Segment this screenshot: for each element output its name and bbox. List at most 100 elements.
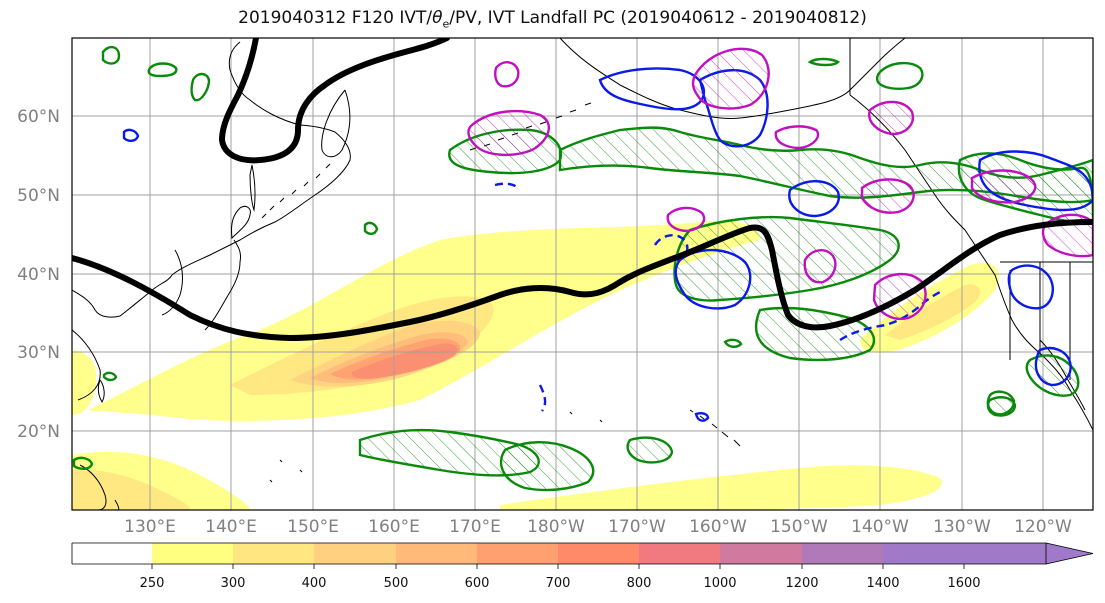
lat-label-60n: 60°N bbox=[17, 107, 60, 127]
lon-label-120w: 120°W bbox=[1014, 517, 1072, 537]
cb-label-250: 250 bbox=[140, 576, 165, 591]
blue-dashed-4 bbox=[494, 182, 518, 189]
lon-label-170w: 170°W bbox=[608, 517, 666, 537]
plot-title: 2019040312 F120 IVT/θe/PV, IVT Landfall … bbox=[0, 8, 1105, 30]
title-prefix: 2019040312 F120 IVT/ bbox=[238, 8, 433, 28]
coast-taiwan bbox=[97, 378, 105, 404]
magenta-blob-4 bbox=[803, 249, 837, 284]
green-blob-2 bbox=[147, 62, 178, 78]
magenta-small-contours bbox=[494, 61, 837, 284]
green-blob-10 bbox=[875, 61, 924, 90]
lon-label-180w: 180°W bbox=[527, 517, 585, 537]
pv-contour-main bbox=[72, 219, 1093, 341]
cb-label-300: 300 bbox=[221, 576, 246, 591]
colorbar-segment-5 bbox=[477, 543, 558, 564]
theta-subscript: e bbox=[442, 17, 450, 31]
green-region-tropics-mid bbox=[499, 441, 595, 492]
blue-region-gulf bbox=[674, 248, 752, 310]
colorbar-segment-8 bbox=[720, 543, 802, 564]
ivt-southeast-band bbox=[500, 465, 942, 510]
lon-label-150e: 150°E bbox=[287, 517, 339, 537]
green-blob-5 bbox=[807, 57, 841, 67]
magenta-blob-2 bbox=[666, 206, 706, 233]
lon-label-160e: 160°E bbox=[368, 517, 420, 537]
blue-contours bbox=[122, 67, 1093, 422]
coast-china-south bbox=[72, 329, 101, 401]
green-blob-9 bbox=[723, 338, 743, 348]
coast-asia-mainland bbox=[72, 41, 351, 318]
colorbar-segment-6 bbox=[558, 543, 639, 564]
ivt-west-edge bbox=[72, 350, 97, 415]
colorbar-segment-0 bbox=[72, 543, 152, 564]
blue-region-canada bbox=[788, 180, 840, 218]
blue-region-california bbox=[1034, 346, 1072, 387]
green-blob-4 bbox=[363, 221, 379, 235]
cb-label-600: 600 bbox=[465, 576, 490, 591]
coast-japan-hokkaido bbox=[231, 205, 251, 240]
cb-label-400: 400 bbox=[302, 576, 327, 591]
blue-blob-kamchatka bbox=[122, 128, 140, 142]
cb-label-1400: 1400 bbox=[866, 576, 899, 591]
lon-label-160w: 160°W bbox=[689, 517, 747, 537]
coast-kamchatka bbox=[321, 89, 351, 158]
ivt-south-300 bbox=[72, 469, 190, 510]
cb-label-700: 700 bbox=[546, 576, 571, 591]
blue-blob-tropics bbox=[694, 412, 710, 422]
colorbar: 250 300 400 500 600 700 800 1000 1200 14… bbox=[71, 542, 1094, 591]
lon-label-140e: 140°E bbox=[205, 517, 257, 537]
coast-kuril-islands bbox=[261, 163, 331, 219]
cb-label-1600: 1600 bbox=[947, 576, 980, 591]
cb-label-1200: 1200 bbox=[785, 576, 818, 591]
magenta-region-gulf-north bbox=[860, 178, 915, 214]
colorbar-segment-4 bbox=[396, 543, 477, 564]
colorbar-segment-11 bbox=[964, 543, 1046, 564]
cb-label-800: 800 bbox=[627, 576, 652, 591]
ivt-west-coast-300 bbox=[885, 284, 981, 340]
magenta-blob-3 bbox=[774, 125, 820, 150]
graticule bbox=[72, 38, 1093, 510]
coast-japan-honshu bbox=[204, 239, 241, 331]
coast-sakhalin bbox=[249, 164, 256, 212]
colorbar-segment-7 bbox=[639, 543, 720, 564]
coast-alaska bbox=[559, 38, 906, 119]
magenta-blob-1 bbox=[494, 61, 520, 88]
lat-label-50n: 50°N bbox=[17, 186, 60, 206]
blue-dashed-3 bbox=[538, 384, 547, 412]
lat-label-20n: 20°N bbox=[17, 422, 60, 442]
blue-region-alaska bbox=[598, 67, 706, 111]
colorbar-frame bbox=[71, 542, 1046, 565]
pv-contours bbox=[72, 38, 1093, 341]
title-suffix: /PV, IVT Landfall PC (2019040612 - 20190… bbox=[449, 8, 867, 28]
theta-symbol: θ bbox=[432, 8, 443, 28]
colorbar-segment-10 bbox=[883, 543, 964, 564]
lat-label-30n: 30°N bbox=[17, 343, 60, 363]
magenta-region-bering bbox=[467, 109, 551, 157]
lon-label-170e: 170°E bbox=[449, 517, 501, 537]
green-region-mexico bbox=[1025, 354, 1080, 397]
lon-label-130w: 130°W bbox=[933, 517, 991, 537]
colorbar-segment-1 bbox=[152, 543, 233, 564]
map-frame bbox=[71, 37, 1094, 511]
latitude-labels: 60°N 50°N 40°N 30°N 20°N bbox=[17, 107, 60, 442]
colorbar-labels: 250 300 400 500 600 700 800 1000 1200 14… bbox=[140, 576, 981, 591]
lon-label-150w: 150°W bbox=[770, 517, 828, 537]
magenta-region-canada bbox=[868, 100, 915, 136]
longitude-labels: 130°E 140°E 150°E 160°E 170°E 180°W 170°… bbox=[124, 517, 1072, 537]
green-blob-6 bbox=[986, 390, 1016, 416]
blue-region-nw-coast bbox=[1007, 264, 1054, 310]
colorbar-segment-9 bbox=[802, 543, 883, 564]
colorbar-segment-2 bbox=[233, 543, 314, 564]
magenta-region-alaska bbox=[691, 47, 770, 110]
lon-label-140w: 140°W bbox=[851, 517, 909, 537]
green-region-tropics-east bbox=[626, 436, 674, 464]
colorbar-segment-3 bbox=[314, 543, 396, 564]
colorbar-extend-arrow bbox=[1045, 542, 1094, 565]
green-blob-1 bbox=[101, 45, 121, 65]
magenta-region-nw bbox=[970, 169, 1037, 204]
lat-label-40n: 40°N bbox=[17, 265, 60, 285]
colorbar-ticks bbox=[151, 564, 965, 569]
cb-label-500: 500 bbox=[384, 576, 409, 591]
cb-label-1000: 1000 bbox=[703, 576, 736, 591]
coast-korea bbox=[161, 249, 183, 316]
